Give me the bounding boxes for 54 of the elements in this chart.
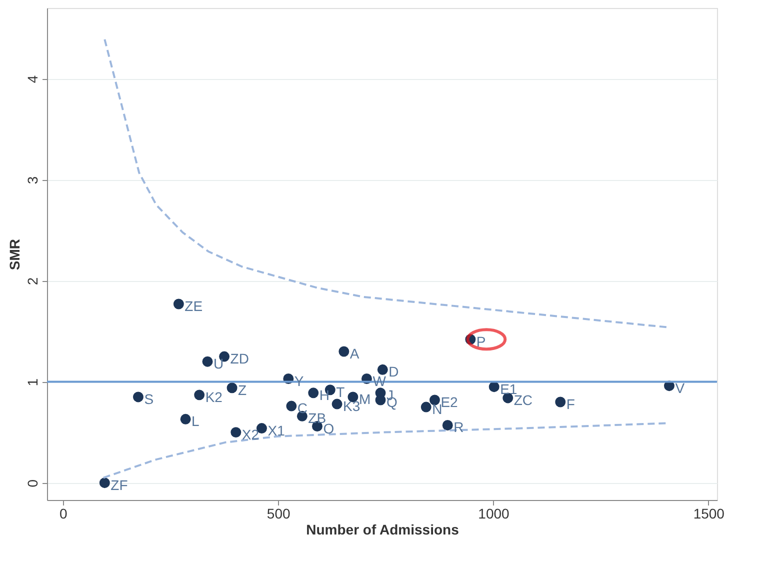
y-tick-label: 1	[24, 378, 40, 386]
point	[180, 414, 191, 424]
annotation: ZF	[110, 476, 128, 493]
annotation: X1	[268, 422, 286, 438]
point	[286, 400, 297, 412]
y-axis-title: SMR	[6, 238, 22, 270]
point	[420, 402, 432, 412]
point	[429, 394, 440, 406]
annotation: M	[358, 390, 371, 407]
annotation: P	[476, 333, 486, 350]
point	[377, 364, 388, 375]
x-tick-label: 1500	[693, 506, 725, 522]
point	[132, 392, 144, 402]
annotation: A	[350, 345, 360, 362]
point	[308, 388, 319, 398]
x-axis-title: Number of Admissions	[306, 522, 460, 538]
point	[332, 398, 342, 410]
annotation: E1	[500, 380, 518, 397]
y-tick-label: 0	[24, 479, 40, 488]
annotation: K2	[205, 388, 223, 405]
annotation: X2	[242, 426, 260, 442]
point	[173, 298, 184, 310]
point	[99, 478, 110, 488]
point	[488, 382, 500, 392]
annotation: V	[675, 380, 686, 396]
point	[226, 382, 238, 394]
annotation: F	[566, 396, 575, 412]
annotation: ZD	[230, 350, 249, 367]
annotation: U	[214, 356, 224, 372]
annotation: N	[432, 401, 442, 418]
x-tick-label: 1000	[478, 506, 510, 522]
annotation: K3	[343, 398, 360, 414]
y-tick-label: 2	[24, 277, 40, 286]
annotation: L	[192, 413, 200, 430]
point	[194, 390, 205, 400]
y-tick-label: 4	[24, 75, 40, 84]
point	[202, 356, 213, 367]
annotation: T	[336, 384, 346, 400]
y-tick-label: 3	[24, 176, 40, 184]
annotation: H	[319, 386, 330, 403]
point	[230, 427, 242, 438]
annotation: S	[144, 390, 154, 407]
point	[338, 346, 350, 357]
annotation: E2	[440, 394, 458, 410]
annotation: Z	[238, 382, 248, 398]
annotation: D	[388, 364, 399, 380]
point	[442, 420, 453, 430]
line-series	[104, 38, 669, 328]
annotation: R	[454, 419, 464, 436]
annotation: ZE	[184, 298, 203, 314]
x-tick-label: 0	[60, 506, 68, 522]
x-tick-label: 500	[266, 506, 290, 522]
point	[555, 396, 566, 408]
point	[375, 394, 386, 406]
